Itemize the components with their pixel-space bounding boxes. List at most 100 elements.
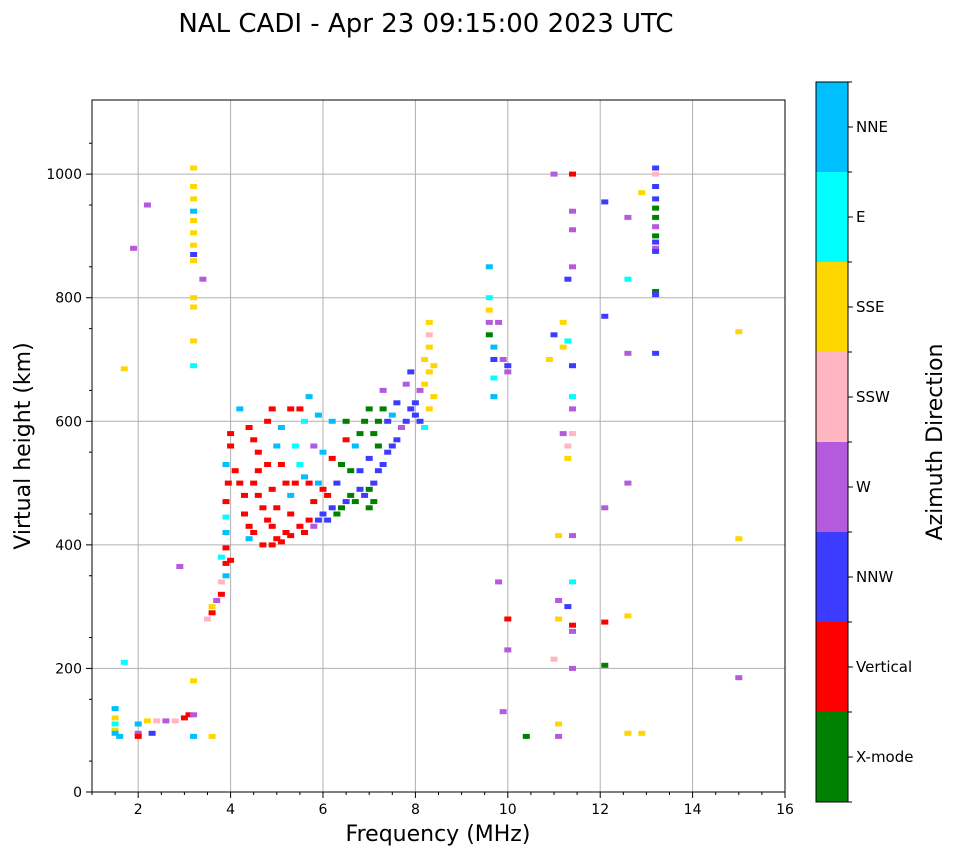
data-point — [495, 579, 503, 585]
y-tick-label: 600 — [55, 414, 82, 430]
data-point — [485, 307, 493, 313]
data-point — [296, 406, 304, 412]
data-point — [564, 443, 572, 449]
data-point — [111, 706, 119, 712]
data-point — [333, 480, 341, 486]
colorbar-segment — [816, 352, 848, 442]
data-point — [504, 369, 512, 375]
data-point — [217, 579, 225, 585]
colorbar-segment — [816, 172, 848, 262]
data-point — [268, 406, 276, 412]
data-point — [624, 214, 632, 220]
data-point — [287, 492, 295, 498]
data-point — [407, 369, 415, 375]
data-point — [652, 214, 660, 220]
colorbar-label: SSW — [856, 388, 890, 406]
data-point — [190, 230, 198, 236]
data-point — [379, 387, 387, 393]
data-point — [652, 239, 660, 245]
data-point — [190, 218, 198, 223]
data-point — [652, 350, 660, 356]
data-point — [222, 560, 230, 566]
data-point — [735, 675, 743, 681]
data-point — [384, 418, 392, 424]
data-point — [356, 431, 364, 437]
data-point — [342, 437, 350, 443]
data-point — [277, 539, 285, 545]
data-point — [250, 437, 258, 443]
data-point — [490, 344, 498, 350]
data-point — [143, 718, 151, 724]
data-point — [310, 443, 318, 449]
data-point — [213, 598, 221, 603]
data-point — [111, 715, 119, 721]
y-tick-label: 1000 — [46, 167, 82, 183]
data-point — [190, 295, 198, 301]
x-axis-title: Frequency (MHz) — [346, 822, 531, 847]
data-point — [652, 184, 660, 189]
y-tick-label: 800 — [55, 291, 82, 307]
data-point — [305, 394, 313, 400]
data-point — [430, 394, 438, 400]
data-point — [485, 295, 493, 301]
data-point — [277, 462, 285, 467]
data-point — [143, 202, 151, 208]
data-point — [569, 208, 576, 214]
data-point — [569, 406, 576, 412]
data-point — [314, 517, 322, 523]
data-point — [333, 511, 341, 517]
data-point — [652, 171, 660, 177]
x-tick-label: 10 — [499, 802, 517, 818]
data-point — [227, 557, 235, 563]
colorbar-segment — [816, 712, 848, 802]
data-point — [652, 224, 660, 230]
data-point — [277, 425, 285, 430]
data-point — [370, 499, 378, 505]
data-point — [268, 542, 276, 548]
x-tick-label: 16 — [776, 802, 794, 818]
data-point — [120, 659, 128, 665]
colorbar-frame — [815, 81, 849, 803]
data-point — [287, 406, 295, 412]
data-point — [559, 431, 567, 437]
data-point — [222, 530, 230, 535]
data-point — [227, 431, 235, 437]
data-point — [296, 462, 304, 467]
data-point — [351, 443, 359, 449]
data-point — [490, 357, 498, 362]
data-point — [374, 443, 382, 449]
colorbar-label: Vertical — [856, 658, 912, 676]
data-point — [550, 332, 558, 338]
data-point — [351, 499, 359, 505]
axes: 2 4 6 8 10 12 14 16 0 200 400 600 800 1000 — [46, 142, 794, 818]
data-point — [222, 545, 230, 551]
data-point — [361, 492, 369, 498]
data-point — [296, 523, 304, 529]
plot-frame — [91, 99, 786, 793]
data-point — [356, 468, 364, 474]
data-point — [485, 332, 493, 338]
data-point — [365, 486, 373, 492]
data-point — [624, 480, 632, 486]
data-point — [485, 319, 493, 325]
data-point — [555, 598, 563, 603]
data-point — [268, 486, 276, 492]
data-point — [402, 418, 410, 424]
data-point — [555, 733, 563, 739]
data-point — [190, 242, 198, 248]
data-point — [398, 425, 405, 430]
data-point — [224, 480, 232, 486]
data-point — [111, 721, 119, 727]
data-point — [254, 468, 262, 474]
data-point — [259, 542, 267, 548]
data-point — [425, 406, 433, 412]
colorbar: X-mode Vertical NNW W SSW SSE E NNE — [815, 81, 913, 803]
data-point — [190, 196, 198, 202]
data-point — [328, 418, 336, 424]
colorbar-label: W — [856, 478, 871, 496]
data-point — [222, 462, 230, 467]
data-point — [310, 523, 318, 529]
data-point — [652, 205, 660, 211]
chart-title: NAL CADI - Apr 23 09:15:00 2023 UTC — [178, 9, 673, 39]
data-point — [388, 412, 396, 418]
